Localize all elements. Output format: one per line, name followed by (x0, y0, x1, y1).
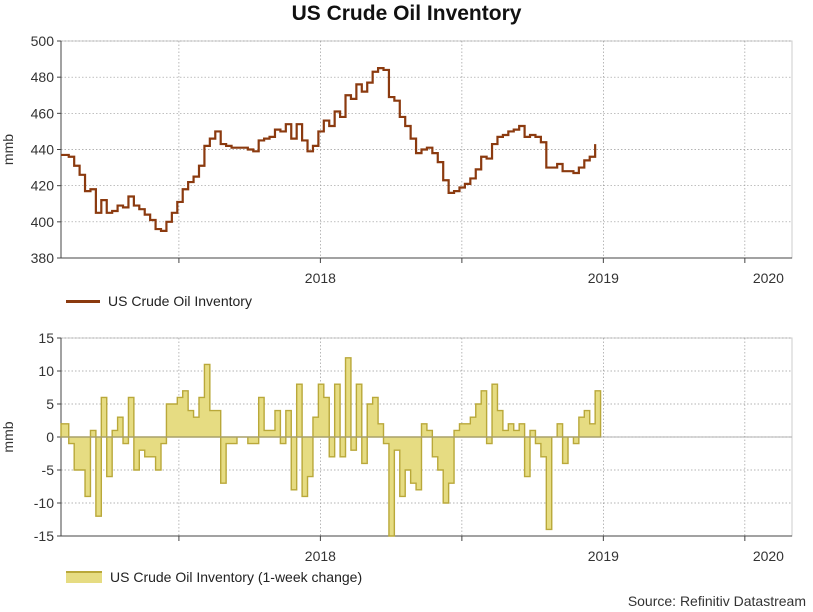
x-tick-label: 2020 (753, 548, 784, 564)
y-tick-label: 460 (31, 105, 55, 121)
weekly-change-chart: 15 10 5 0 -5 -10 -15 mmb 2018 2019 2020 (0, 330, 793, 564)
y-tick-label: 380 (31, 250, 55, 266)
y-tick-label: -10 (34, 495, 54, 511)
source-note: Source: Refinitiv Datastream (627, 593, 806, 609)
legend-area-swatch (66, 571, 102, 583)
y-tick-label: 500 (31, 33, 55, 49)
y-tick-label: 5 (46, 396, 54, 412)
y-tick-label: 420 (31, 178, 55, 194)
y-tick-label: 0 (46, 429, 54, 445)
x-tick-label: 2018 (305, 548, 336, 564)
y-tick-label: -5 (42, 462, 55, 478)
y-tick-label: 440 (31, 142, 55, 158)
y-axis-label: mmb (0, 421, 16, 452)
x-tick-label: 2019 (588, 270, 619, 286)
series-area (60, 357, 602, 537)
legend-line-swatch (66, 299, 100, 303)
series-line (61, 67, 597, 232)
legend-inventory-level: US Crude Oil Inventory (66, 293, 252, 309)
y-tick-label: 10 (38, 363, 54, 379)
y-tick-label: 480 (31, 69, 55, 85)
x-tick-label: 2019 (588, 548, 619, 564)
legend-label: US Crude Oil Inventory (1-week change) (110, 569, 363, 585)
x-tick-label: 2018 (305, 270, 336, 286)
inventory-level-chart: 500 480 460 440 420 400 380 mmb 2018 2019 2020 (0, 33, 793, 286)
legend-label: US Crude Oil Inventory (108, 293, 252, 309)
x-tick-label: 2020 (753, 270, 784, 286)
legend-weekly-change: US Crude Oil Inventory (1-week change) (66, 569, 362, 585)
y-tick-label: 15 (38, 330, 54, 346)
y-tick-label: 400 (31, 214, 55, 230)
y-axis-label: mmb (0, 134, 16, 165)
chart-title: US Crude Oil Inventory (291, 2, 522, 25)
y-tick-label: -15 (34, 528, 54, 544)
